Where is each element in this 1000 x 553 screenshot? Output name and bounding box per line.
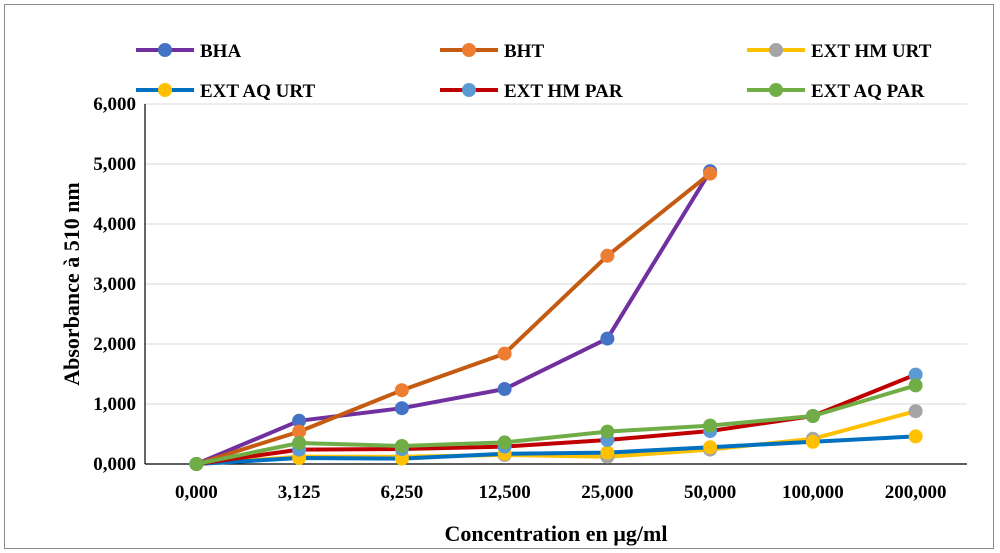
y-tick-label: 4,000 xyxy=(93,214,136,235)
legend-entry: BHA xyxy=(136,41,241,62)
legend-label: BHA xyxy=(200,41,241,62)
data-point xyxy=(292,413,307,428)
x-tick-label: 3,125 xyxy=(278,482,321,503)
gridlines xyxy=(145,103,967,405)
legend-marker xyxy=(158,43,172,57)
x-tick-label: 6,250 xyxy=(381,482,424,503)
legend-label: EXT HM PAR xyxy=(504,81,623,102)
data-point xyxy=(497,435,512,450)
legend-label: BHT xyxy=(504,41,544,62)
data-point xyxy=(292,424,307,439)
legend-entry: EXT AQ URT xyxy=(136,81,315,102)
data-point xyxy=(703,440,718,455)
line-chart: 0,000 1,000 2,000 3,000 4,000 5,000 6,000 0,000… xyxy=(59,41,967,546)
y-tick-label: 6,000 xyxy=(93,94,136,115)
y-tick-label: 5,000 xyxy=(93,154,136,175)
legend-label: EXT AQ PAR xyxy=(811,81,925,102)
legend-label: EXT AQ URT xyxy=(200,81,315,102)
axes xyxy=(144,104,967,465)
chart-frame: 0,000 1,000 2,000 3,000 4,000 5,000 6,000 0,000… xyxy=(4,4,994,549)
data-point xyxy=(292,436,307,450)
x-axis-title: Concentration en µg/ml xyxy=(445,521,668,546)
data-point xyxy=(394,439,409,453)
series-line xyxy=(196,434,916,466)
tick-labels: 0,000 1,000 2,000 3,000 4,000 5,000 6,000 0,000… xyxy=(93,94,946,503)
data-point xyxy=(600,445,615,460)
y-axis-title: Absorbance à 510 nm xyxy=(59,182,84,386)
series-lines xyxy=(189,164,923,471)
x-tick-label: 12,500 xyxy=(479,482,531,503)
legend-marker xyxy=(769,83,783,97)
data-point xyxy=(600,248,615,263)
x-tick-label: 200,000 xyxy=(885,482,947,503)
x-tick-label: 25,000 xyxy=(581,482,633,503)
data-point xyxy=(908,429,923,444)
x-tick-label: 50,000 xyxy=(684,482,736,503)
y-tick-label: 2,000 xyxy=(93,334,136,355)
data-point xyxy=(394,401,409,416)
data-point xyxy=(908,378,923,393)
series-ext-aq-par xyxy=(189,378,923,471)
x-tick-label: 100,000 xyxy=(782,482,844,503)
data-point xyxy=(805,409,820,423)
legend-marker xyxy=(462,83,476,97)
data-point xyxy=(805,434,820,449)
data-point xyxy=(703,418,718,433)
x-tick-label: 0,000 xyxy=(175,482,218,503)
legend-entry: EXT HM PAR xyxy=(440,81,623,102)
data-point xyxy=(497,346,512,361)
y-tick-label: 3,000 xyxy=(93,274,136,295)
data-point xyxy=(497,382,512,396)
y-tick-label: 0,000 xyxy=(93,454,136,475)
legend-entry: EXT AQ PAR xyxy=(747,81,925,102)
series-ext-aq-urt xyxy=(189,429,923,471)
series-line xyxy=(195,170,712,466)
series-bha xyxy=(189,164,718,471)
y-tick-label: 1,000 xyxy=(93,394,136,415)
legend-entry: EXT HM URT xyxy=(747,41,932,62)
data-point xyxy=(600,331,615,346)
legend-marker xyxy=(158,83,172,97)
data-point xyxy=(600,424,615,439)
data-point xyxy=(394,451,409,466)
legend-label: EXT HM URT xyxy=(811,41,932,62)
data-point xyxy=(908,404,923,419)
data-point xyxy=(394,383,409,398)
legend-marker xyxy=(462,43,476,57)
data-point xyxy=(908,367,923,382)
legend: BHA BHT EXT HM URT EXT AQ URT EXT HM PAR EXT … xyxy=(136,41,932,102)
series-line xyxy=(195,383,917,466)
legend-entry: BHT xyxy=(440,41,544,62)
legend-marker xyxy=(769,43,783,57)
series-bht xyxy=(189,166,718,471)
series-line xyxy=(195,172,712,466)
data-point xyxy=(189,457,204,471)
data-point xyxy=(703,166,718,181)
